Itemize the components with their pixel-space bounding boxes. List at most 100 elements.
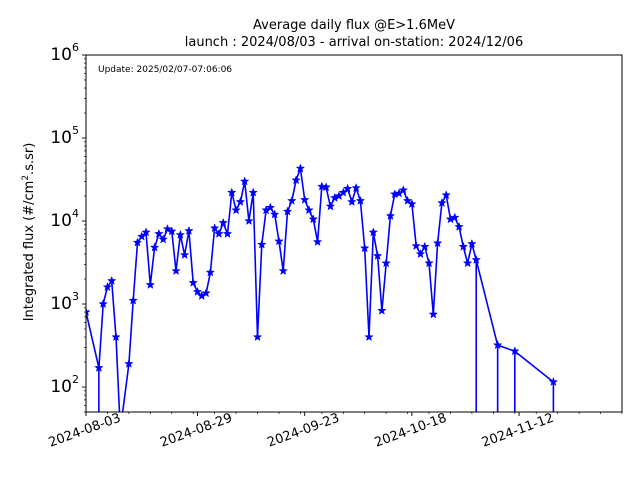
data-point-star — [128, 295, 138, 305]
data-point-star — [265, 202, 276, 212]
data-point-star — [428, 309, 439, 319]
data-point-star — [158, 234, 168, 244]
data-point-star — [141, 227, 151, 237]
data-point-star — [368, 227, 379, 237]
y-tick-label-exp: 6 — [72, 41, 79, 54]
data-point-star — [317, 181, 327, 191]
data-point-star — [308, 214, 319, 224]
update-annotation: Update: 2025/02/07-07:06:06 — [98, 65, 232, 75]
data-point-star — [201, 288, 211, 298]
data-point-star — [278, 265, 289, 276]
plot-area — [86, 163, 559, 412]
data-point-star — [269, 209, 280, 219]
data-point-star — [209, 223, 220, 233]
data-point-star — [154, 228, 164, 238]
data-point-star — [248, 187, 258, 197]
data-point-star — [175, 229, 186, 239]
data-point-star — [282, 206, 293, 216]
chart-title-line-1: Average daily flux @E>1.6MeV — [253, 18, 455, 33]
data-point-star — [304, 205, 314, 215]
data-point-star — [162, 224, 173, 234]
y-tick-label-base: 10 — [50, 294, 72, 314]
data-point-star — [179, 249, 190, 260]
data-point-star — [274, 236, 284, 246]
data-point-star — [227, 187, 237, 197]
data-point-star — [347, 196, 357, 206]
data-point-star — [355, 195, 366, 205]
data-point-star — [342, 183, 353, 193]
y-tick-label: 103 — [50, 290, 79, 314]
data-point-star — [377, 305, 387, 315]
data-point-star — [145, 279, 156, 289]
data-point-star — [364, 332, 374, 342]
y-tick-label-exp: 2 — [72, 373, 79, 386]
data-point-star — [381, 258, 391, 268]
data-point-star — [231, 205, 241, 215]
y-tick-label-base: 10 — [50, 45, 72, 65]
data-point-star — [111, 332, 121, 342]
y-axis-label-tail: .s.sr) — [22, 143, 37, 175]
data-point-star — [467, 238, 477, 248]
y-tick-label-exp: 5 — [72, 124, 79, 137]
data-point-star — [492, 340, 503, 350]
data-point-star — [295, 163, 306, 173]
data-point-star — [458, 241, 469, 251]
data-point-star — [257, 239, 267, 249]
y-axis-label-sup: 2 — [21, 175, 31, 181]
data-point-star — [398, 185, 409, 195]
y-tick-label-base: 10 — [50, 377, 72, 397]
y-tick-label-base: 10 — [50, 211, 72, 231]
y-tick-label: 105 — [50, 124, 79, 148]
data-point-star — [325, 201, 336, 211]
data-point-star — [192, 286, 203, 296]
data-point-star — [385, 210, 396, 221]
data-point-star — [239, 176, 250, 186]
data-point-star — [359, 243, 370, 253]
data-point-star — [462, 258, 473, 268]
chart-title-line-2: launch : 2024/08/03 - arrival on-station… — [185, 35, 523, 50]
data-point-star — [450, 212, 460, 222]
data-point-star — [351, 182, 361, 193]
data-point-star — [222, 228, 233, 238]
data-point-star — [510, 346, 520, 356]
data-point-star — [132, 237, 143, 247]
data-point-star — [102, 282, 113, 292]
data-point-star — [214, 228, 224, 238]
data-point-star — [184, 225, 194, 235]
data-point-star — [94, 362, 104, 372]
data-point-star — [432, 238, 443, 248]
data-point-star — [299, 194, 310, 204]
y-axis-label-text: Integrated flux (#/cm — [22, 181, 37, 322]
data-point-star — [424, 258, 434, 268]
data-point-star — [291, 175, 301, 185]
data-point-star — [321, 182, 331, 192]
y-tick-label: 102 — [50, 373, 79, 397]
y-tick-label-exp: 3 — [72, 290, 79, 303]
data-point-star — [419, 241, 430, 251]
data-point-star — [124, 358, 134, 368]
data-point-star — [252, 332, 263, 342]
data-point-star — [205, 267, 216, 277]
axes-frame — [85, 54, 623, 413]
data-point-star — [372, 250, 383, 260]
data-point-star — [218, 217, 228, 227]
data-point-star — [98, 298, 108, 309]
y-tick-label: 104 — [50, 207, 79, 231]
data-point-star — [415, 249, 426, 259]
data-point-star — [441, 190, 451, 200]
data-point-star — [312, 236, 323, 246]
data-point-star — [171, 265, 181, 276]
data-point-star — [287, 195, 297, 205]
data-point-star — [411, 240, 421, 251]
data-point-star — [106, 275, 117, 285]
data-point-star — [471, 254, 481, 264]
data-point-star — [188, 277, 198, 287]
data-point-star — [454, 221, 464, 231]
data-point-star — [548, 376, 559, 387]
y-tick-label-base: 10 — [50, 128, 72, 148]
data-point-star — [166, 226, 177, 236]
data-point-star — [86, 307, 91, 317]
